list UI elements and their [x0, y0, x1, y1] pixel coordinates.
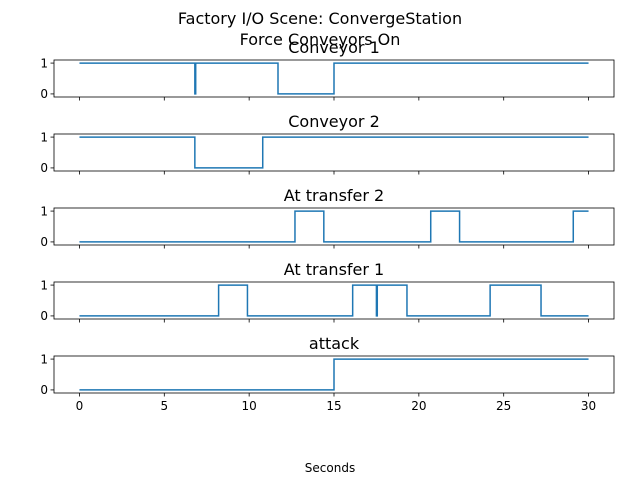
subplot-title: At transfer 1	[284, 260, 384, 279]
subplot-title: At transfer 2	[284, 186, 384, 205]
y-tick-label: 1	[40, 352, 48, 366]
x-axis-label: Seconds	[305, 461, 355, 475]
series-line	[79, 358, 589, 391]
y-tick-label: 0	[40, 383, 48, 397]
y-tick-label: 1	[40, 56, 48, 70]
series-line	[79, 284, 589, 317]
subplot-1: Conveyor 1 0 1	[40, 38, 615, 101]
x-tick-label: 10	[242, 399, 257, 413]
figure-title: Factory I/O Scene: ConvergeStation	[178, 9, 462, 28]
x-tick-label: 5	[160, 399, 168, 413]
y-tick-label: 0	[40, 235, 48, 249]
x-tick-label: 15	[326, 399, 341, 413]
x-tick-label: 20	[411, 399, 426, 413]
subplot-title: Conveyor 2	[288, 112, 380, 131]
y-tick-label: 1	[40, 204, 48, 218]
y-tick-label: 1	[40, 130, 48, 144]
subplot-title: attack	[309, 334, 360, 353]
subplot-title: Conveyor 1	[288, 38, 380, 57]
series-line	[79, 136, 589, 169]
y-tick-label: 0	[40, 161, 48, 175]
figure-subtitle: Force Conveyors On	[240, 30, 401, 49]
y-tick-label: 0	[40, 309, 48, 323]
subplot-3: At transfer 2 0 1	[40, 186, 615, 249]
series-line	[79, 62, 589, 95]
subplot-4: At transfer 1 0 1	[40, 260, 615, 323]
subplot-2: Conveyor 2 0 1	[40, 112, 615, 175]
x-tick-label: 0	[76, 399, 84, 413]
x-tick-label: 25	[496, 399, 511, 413]
y-tick-label: 0	[40, 87, 48, 101]
y-tick-label: 1	[40, 278, 48, 292]
series-line	[79, 210, 589, 243]
x-tick-label: 30	[581, 399, 596, 413]
